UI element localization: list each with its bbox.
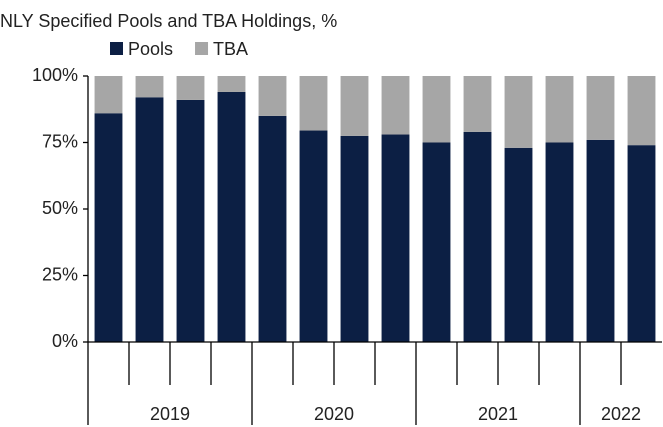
bar-segment	[463, 131, 492, 342]
y-tick-label: 25%	[42, 264, 78, 284]
chart-title: NLY Specified Pools and TBA Holdings, %	[0, 11, 337, 31]
legend-label: TBA	[213, 39, 248, 59]
bar-segment	[381, 134, 410, 342]
bar-segment	[504, 76, 533, 148]
bar-segment	[422, 76, 451, 143]
bar-segment	[340, 76, 369, 136]
bar-segment	[258, 115, 287, 343]
bar-segment	[340, 135, 369, 342]
bar-segment	[94, 76, 123, 114]
bar-segment	[299, 76, 328, 131]
legend-swatch	[110, 42, 123, 55]
group-label: 2021	[478, 404, 518, 424]
bar-segment	[422, 142, 451, 342]
bar-segment	[586, 139, 615, 342]
bar-segment	[135, 97, 164, 342]
bar-segment	[217, 76, 246, 92]
bar-segment	[176, 76, 205, 100]
group-label: 2022	[601, 404, 641, 424]
bar-segment	[381, 76, 410, 135]
y-tick-label: 50%	[42, 198, 78, 218]
bar-segment	[94, 113, 123, 343]
y-tick-label: 100%	[32, 65, 78, 85]
group-label: 2019	[150, 404, 190, 424]
bar-segment	[627, 76, 656, 146]
legend-label: Pools	[128, 39, 173, 59]
bar-segment	[258, 76, 287, 116]
bar-segment	[217, 91, 246, 343]
bar-segment	[586, 76, 615, 140]
bar-segment	[176, 99, 205, 342]
y-tick-label: 75%	[42, 131, 78, 151]
bar-segment	[545, 76, 574, 143]
bar-segment	[545, 142, 574, 342]
bar-segment	[463, 76, 492, 132]
legend-swatch	[195, 42, 209, 55]
bar-segment	[299, 130, 328, 342]
y-tick-label: 0%	[52, 331, 78, 351]
bar-segment	[504, 147, 533, 342]
bar-segment	[135, 76, 164, 98]
group-label: 2020	[314, 404, 354, 424]
bar-segment	[627, 145, 656, 342]
